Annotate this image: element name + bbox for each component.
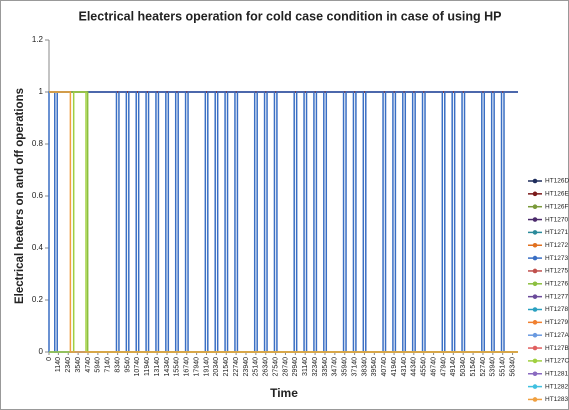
x-tick-label: 50340 [460, 357, 467, 377]
x-tick-label: 8340 [114, 357, 121, 373]
legend-marker [532, 320, 538, 325]
x-tick-label: 27540 [272, 357, 279, 377]
x-tick-label: 5940 [95, 357, 102, 373]
x-axis-title: Time [270, 386, 298, 400]
x-tick-label: 34740 [332, 357, 339, 377]
x-tick-label: 20340 [213, 357, 220, 377]
x-tick-label: 38340 [361, 357, 368, 377]
x-tick-label: 21540 [223, 357, 230, 377]
y-tick-label: 0 [39, 347, 44, 356]
x-tick-label: 35940 [342, 357, 349, 377]
x-tick-label: 40740 [381, 357, 388, 377]
legend-marker [532, 358, 538, 364]
legend-label: HT127A [545, 332, 569, 339]
x-tick-label: 53940 [490, 357, 497, 377]
y-tick-label: 0.6 [32, 191, 44, 200]
x-tick-label: 33540 [322, 357, 329, 377]
x-tick-label: 32340 [312, 357, 319, 377]
x-tick-label: 39540 [371, 357, 378, 377]
x-tick-label: 49140 [450, 357, 457, 377]
legend-label: HT1270 [545, 216, 569, 223]
x-tick-label: 19140 [203, 357, 210, 377]
x-tick-label: 25140 [253, 357, 260, 377]
x-tick-label: 16740 [184, 357, 191, 377]
legend-marker [532, 332, 538, 338]
x-tick-label: 4740 [85, 357, 92, 373]
x-tick-label: 15540 [174, 357, 181, 377]
x-tick-label: 14340 [164, 357, 171, 377]
x-tick-label: 23940 [243, 357, 250, 377]
x-tick-label: 7140 [105, 357, 112, 373]
y-tick-label: 1 [39, 87, 44, 96]
x-tick-label: 1140 [55, 357, 62, 372]
y-tick-label: 0.8 [32, 139, 44, 148]
x-tick-label: 41940 [391, 357, 398, 377]
legend-marker [532, 371, 538, 377]
y-tick-label: 0.2 [32, 295, 44, 304]
x-tick-label: 10740 [134, 357, 141, 377]
legend-label: HT1276 [545, 281, 569, 288]
x-tick-label: 37140 [351, 357, 358, 377]
x-tick-label: 11940 [144, 357, 151, 376]
legend-label: HT1279 [545, 319, 569, 326]
x-tick-label: 26340 [263, 357, 270, 377]
legend-label: HT1281 [545, 370, 569, 377]
legend-marker [532, 294, 538, 299]
legend-label: HT1272 [545, 242, 569, 249]
legend-label: HT126F [545, 203, 569, 210]
legend-marker [532, 191, 538, 197]
x-tick-label: 44340 [411, 357, 418, 377]
legend-marker [532, 281, 538, 287]
legend-marker [532, 397, 538, 402]
x-tick-label: 29940 [292, 357, 299, 377]
legend-label: HT1275 [545, 268, 569, 275]
legend-label: HT126D [545, 178, 569, 185]
legend-marker [532, 255, 538, 261]
legend-marker [532, 345, 538, 351]
x-tick-label: 31140 [302, 357, 309, 376]
x-tick-label: 28740 [282, 357, 289, 377]
x-tick-label: 22740 [233, 357, 240, 377]
x-tick-label: 43140 [401, 357, 408, 377]
y-tick-label: 0.4 [32, 243, 44, 252]
x-tick-label: 46740 [430, 357, 437, 377]
y-tick-label: 1.2 [32, 35, 44, 44]
legend-label: HT126E [545, 191, 569, 198]
x-tick-label: 47940 [440, 357, 447, 377]
x-tick-label: 55140 [500, 357, 507, 377]
legend-marker [532, 384, 538, 389]
legend-marker [532, 307, 538, 312]
legend-marker [532, 268, 538, 274]
x-tick-label: 56340 [509, 357, 516, 377]
x-tick-label: 51540 [470, 357, 477, 377]
x-tick-label: 52740 [480, 357, 487, 377]
legend-label: HT127B [545, 345, 569, 352]
y-axis-title: Electrical heaters on and off operations [14, 88, 26, 304]
legend-label: HT1283 [545, 396, 569, 403]
legend-marker [532, 230, 538, 235]
legend-marker [532, 242, 538, 248]
legend-marker [532, 178, 538, 184]
x-tick-label: 9540 [124, 357, 131, 373]
x-tick-label: 13140 [154, 357, 161, 377]
chart-title: Electrical heaters operation for cold ca… [78, 9, 501, 23]
x-tick-label: 0 [46, 357, 53, 361]
legend-label: HT1271 [545, 229, 569, 236]
x-tick-label: 2340 [65, 357, 72, 373]
legend-label: HT1273 [545, 255, 569, 262]
legend-label: HT127C [545, 358, 569, 365]
legend-marker [532, 204, 538, 209]
legend-label: HT1282 [545, 383, 569, 390]
legend-marker [532, 217, 538, 222]
legend-label: HT1278 [545, 306, 569, 313]
legend-label: HT1277 [545, 293, 569, 300]
series-line [49, 91, 518, 353]
x-tick-label: 3540 [75, 357, 82, 373]
x-tick-label: 17940 [193, 357, 200, 377]
x-tick-label: 45540 [421, 357, 428, 377]
